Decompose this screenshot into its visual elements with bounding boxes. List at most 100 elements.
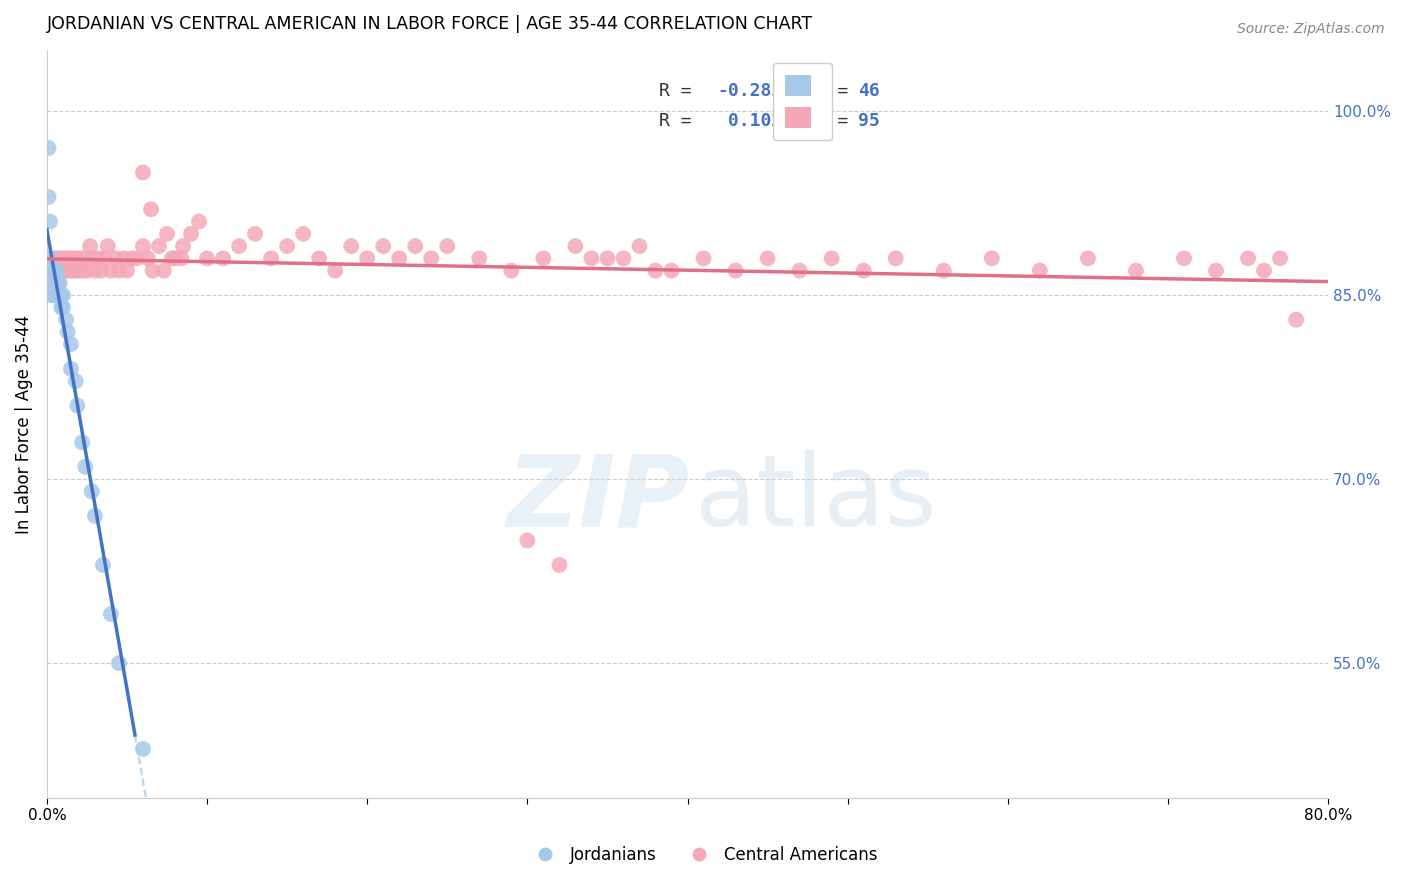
Point — [53, 252, 76, 266]
Point — [44, 288, 66, 302]
Point — [42, 276, 65, 290]
Point — [52, 288, 75, 302]
Point — [516, 533, 538, 548]
Point — [45, 263, 67, 277]
Point — [1029, 263, 1052, 277]
Point — [142, 263, 165, 277]
Point — [596, 252, 619, 266]
Point — [80, 252, 103, 266]
Point — [55, 263, 77, 277]
Point — [42, 263, 65, 277]
Point — [59, 252, 82, 266]
Point — [75, 459, 97, 474]
Point — [170, 252, 193, 266]
Point — [59, 361, 82, 376]
Point — [188, 214, 211, 228]
Point — [1237, 252, 1260, 266]
Point — [37, 141, 59, 155]
Point — [41, 276, 63, 290]
Point — [108, 263, 131, 277]
Legend: , : , — [773, 62, 832, 140]
Point — [70, 252, 93, 266]
Point — [323, 263, 346, 277]
Point — [228, 239, 250, 253]
Point — [51, 288, 73, 302]
Point — [45, 288, 67, 302]
Point — [852, 263, 875, 277]
Point — [139, 202, 162, 217]
Text: R =: R = — [659, 82, 703, 100]
Point — [48, 276, 70, 290]
Point — [80, 484, 103, 499]
Point — [91, 558, 114, 572]
Point — [115, 263, 138, 277]
Point — [501, 263, 523, 277]
Point — [66, 252, 89, 266]
Point — [132, 742, 155, 756]
Point — [180, 227, 202, 241]
Point — [46, 276, 69, 290]
Text: 0.102: 0.102 — [717, 112, 782, 130]
Point — [112, 252, 135, 266]
Point — [276, 239, 298, 253]
Point — [789, 263, 811, 277]
Point — [292, 227, 315, 241]
Point — [156, 227, 179, 241]
Point — [340, 239, 363, 253]
Point — [48, 288, 70, 302]
Point — [97, 239, 120, 253]
Point — [46, 276, 69, 290]
Point — [63, 252, 86, 266]
Point — [39, 252, 62, 266]
Point — [45, 276, 67, 290]
Text: ZIP: ZIP — [506, 450, 689, 548]
Point — [51, 252, 73, 266]
Point — [884, 252, 907, 266]
Point — [41, 276, 63, 290]
Point — [104, 252, 127, 266]
Point — [212, 252, 235, 266]
Text: JORDANIAN VS CENTRAL AMERICAN IN LABOR FORCE | AGE 35-44 CORRELATION CHART: JORDANIAN VS CENTRAL AMERICAN IN LABOR F… — [46, 15, 813, 33]
Point — [564, 239, 586, 253]
Point — [51, 301, 73, 315]
Point — [52, 263, 75, 277]
Point — [65, 263, 87, 277]
Point — [46, 252, 69, 266]
Text: atlas: atlas — [695, 450, 936, 548]
Point — [821, 252, 844, 266]
Point — [160, 252, 183, 266]
Point — [93, 252, 115, 266]
Point — [1205, 263, 1227, 277]
Point — [404, 239, 426, 253]
Point — [581, 252, 603, 266]
Point — [125, 252, 148, 266]
Point — [1077, 252, 1099, 266]
Point — [87, 252, 110, 266]
Point — [41, 288, 63, 302]
Point — [44, 263, 66, 277]
Point — [76, 263, 98, 277]
Point — [41, 263, 63, 277]
Point — [356, 252, 378, 266]
Point — [243, 227, 266, 241]
Point — [420, 252, 443, 266]
Point — [260, 252, 283, 266]
Point — [58, 263, 80, 277]
Y-axis label: In Labor Force | Age 35-44: In Labor Force | Age 35-44 — [15, 314, 32, 533]
Point — [932, 263, 955, 277]
Point — [121, 252, 143, 266]
Point — [84, 508, 107, 523]
Text: R =: R = — [659, 112, 714, 130]
Point — [52, 301, 75, 315]
Point — [56, 252, 79, 266]
Point — [436, 239, 458, 253]
Point — [724, 263, 747, 277]
Point — [66, 399, 89, 413]
Point — [39, 276, 62, 290]
Point — [756, 252, 779, 266]
Point — [45, 263, 67, 277]
Text: 46: 46 — [858, 82, 880, 100]
Point — [65, 374, 87, 388]
Point — [132, 239, 155, 253]
Legend: Jordanians, Central Americans: Jordanians, Central Americans — [522, 839, 884, 871]
